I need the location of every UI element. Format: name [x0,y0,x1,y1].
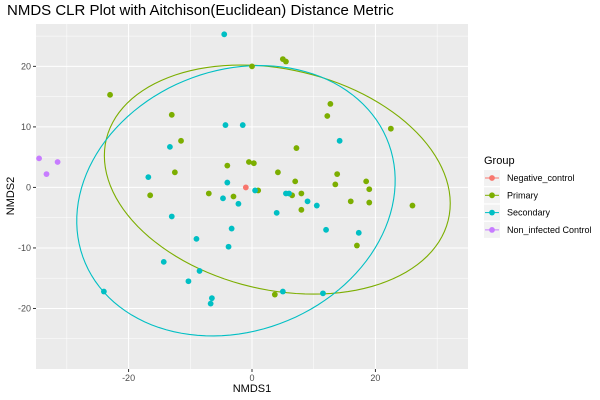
legend-key-point-secondary [489,209,495,216]
point-primary [334,171,341,178]
point-primary [292,178,299,185]
point-primary [298,190,305,197]
point-secondary [100,288,107,295]
point-secondary [167,143,173,150]
legend: Group Negative_control Primary Secondary No… [484,155,592,238]
point-secondary [355,229,362,236]
point-secondary [235,200,242,207]
chart-title: NMDS CLR Plot with Aitchison(Euclidean) … [7,2,394,19]
point-primary [250,160,257,167]
point-secondary [224,179,231,186]
point-primary [171,169,178,176]
point-primary [324,113,331,119]
x-tick-label: 0 [249,373,254,383]
point-secondary [336,137,343,144]
point-secondary [228,225,235,232]
point-secondary [323,226,329,233]
point-secondary [286,190,292,197]
point-primary [293,145,300,151]
point-non-infected-control [36,155,42,162]
point-negative-control [242,184,249,191]
point-primary [249,63,255,70]
point-non-infected-control [54,159,61,165]
point-primary [366,186,373,193]
y-tick-label: 20 [21,61,31,71]
x-tick-label: 20 [370,373,380,383]
point-primary [366,199,373,206]
point-primary [205,190,212,197]
legend-key-point-primary [489,192,495,199]
confidence-ellipses [76,64,451,337]
point-primary [246,159,252,165]
point-secondary [193,235,200,242]
point-primary [147,192,154,199]
legend-key-point-negative-control [489,175,495,181]
point-primary [409,202,416,209]
point-secondary [252,187,258,194]
point-primary [230,193,237,200]
y-axis-title: NMDS2 [5,177,17,216]
point-primary [347,198,354,205]
point-secondary [304,198,311,205]
ellipse-secondary [76,64,396,337]
legend-label-secondary: Secondary [507,208,551,218]
point-secondary [221,31,228,38]
point-secondary [185,278,192,285]
major-gridlines [36,24,468,369]
point-secondary [320,290,326,297]
y-tick-labels: -20 -10 0 10 20 [18,61,31,313]
point-non-infected-control [43,171,50,178]
point-secondary [222,122,229,128]
point-primary [283,58,289,65]
point-secondary [279,288,286,295]
y-tick-label: -20 [18,303,31,313]
point-primary [178,137,184,144]
point-secondary [313,202,320,209]
axis-ticks [33,65,376,372]
point-primary [168,111,175,118]
point-primary [387,125,394,132]
point-secondary [220,195,226,202]
point-primary [275,169,281,176]
y-tick-label: 10 [21,122,31,132]
point-primary [224,162,231,169]
point-secondary [207,300,214,307]
point-secondary [208,295,215,302]
point-secondary [145,174,152,181]
point-secondary [160,258,167,265]
x-axis-title: NMDS1 [233,383,272,395]
point-secondary [273,209,280,216]
point-secondary [225,243,232,250]
point-primary [298,206,305,213]
point-secondary [239,122,246,128]
point-primary [363,178,370,185]
y-tick-label: 0 [26,182,31,192]
point-secondary [168,213,175,220]
x-tick-labels: -20 0 20 [122,373,380,383]
point-primary [271,291,278,298]
point-primary [107,91,113,98]
legend-label-non-infected-control: Non_infected Control [507,225,592,235]
legend-label-primary: Primary [507,190,538,200]
point-primary [354,242,360,249]
point-secondary [196,268,203,274]
data-points [36,31,416,307]
point-primary [327,100,334,107]
y-tick-label: -10 [18,243,31,253]
point-primary [332,181,339,188]
legend-title: Group [484,155,515,167]
x-tick-label: -20 [122,373,135,383]
legend-label-negative-control: Negative_control [507,173,575,183]
legend-key-point-non-infected-control [489,227,495,233]
